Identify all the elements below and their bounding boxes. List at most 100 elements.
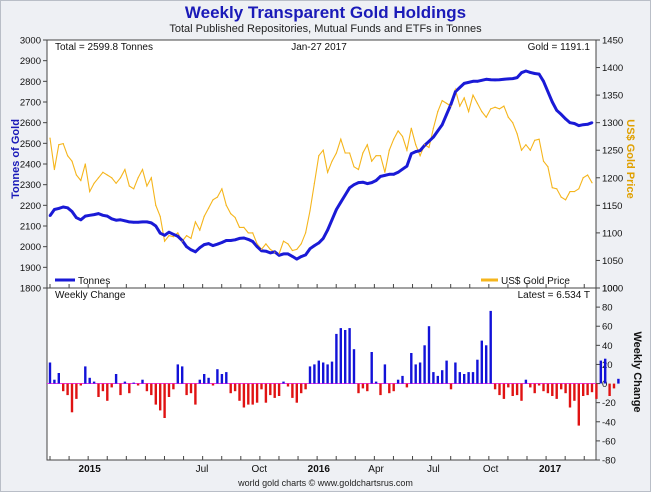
weekly-change-bar xyxy=(374,381,378,384)
tonnes-point xyxy=(401,167,404,171)
weekly-change-bar xyxy=(599,360,602,384)
chart-title: Weekly Transparent Gold Holdings xyxy=(184,3,467,22)
tonnes-point xyxy=(101,213,105,217)
chart-subtitle: Total Published Repositories, Mutual Fun… xyxy=(169,23,482,35)
tonnes-point xyxy=(321,237,325,240)
price-point xyxy=(212,199,214,201)
left-axis-tick-label: 2100 xyxy=(20,222,41,233)
change-axis-tick-label: 80 xyxy=(602,303,613,314)
weekly-change-bar xyxy=(233,383,237,392)
price-point xyxy=(454,89,456,91)
price-point xyxy=(564,199,567,201)
price-point xyxy=(349,152,351,154)
tonnes-point xyxy=(269,251,272,255)
price-point xyxy=(186,235,188,237)
tonnes-point xyxy=(92,213,96,216)
weekly-change-bar xyxy=(295,383,298,403)
change-axis-tick-label: -80 xyxy=(602,456,616,467)
weekly-change-bar xyxy=(159,383,162,411)
price-point xyxy=(322,149,324,151)
weekly-change-bar xyxy=(335,333,338,384)
weekly-change-bar xyxy=(414,364,417,384)
price-point xyxy=(428,146,430,149)
tonnes-point xyxy=(489,78,492,81)
price-point xyxy=(538,138,540,140)
weekly-change-bar xyxy=(92,381,96,384)
price-point xyxy=(512,122,514,124)
weekly-change-bar xyxy=(181,366,184,384)
weekly-change-bar xyxy=(66,383,69,396)
tonnes-point xyxy=(185,245,188,248)
weekly-change-bar xyxy=(568,383,572,408)
price-point xyxy=(384,171,386,173)
weekly-change-bar xyxy=(418,362,422,384)
tonnes-point xyxy=(555,108,559,112)
weekly-change-bar xyxy=(163,383,166,418)
weekly-change-bar xyxy=(441,370,444,384)
tonnes-point xyxy=(529,71,532,74)
tonnes-point xyxy=(150,221,153,225)
left-axis-tick-label: 2800 xyxy=(20,77,41,88)
price-point xyxy=(49,137,51,139)
weekly-change-bar xyxy=(207,377,210,384)
tonnes-point xyxy=(524,69,528,73)
tonnes-point xyxy=(114,218,118,222)
weekly-change-bar xyxy=(211,383,215,386)
x-axis-tick-label: Oct xyxy=(483,464,499,475)
weekly-change-bar xyxy=(577,383,580,426)
price-point xyxy=(366,144,368,146)
tonnes-point xyxy=(158,231,162,235)
price-point xyxy=(106,174,108,176)
legend-price-label: US$ Gold Price xyxy=(501,276,570,287)
weekly-change-bar xyxy=(101,383,105,392)
left-axis-tick-label: 2700 xyxy=(20,98,41,109)
right-axis-tick-label: 1150 xyxy=(602,201,622,212)
weekly-change-bar xyxy=(194,383,197,405)
price-point xyxy=(111,177,113,179)
tonnes-point xyxy=(132,220,136,224)
price-point xyxy=(181,240,183,242)
price-point xyxy=(481,111,483,113)
weekly-change-bar xyxy=(229,383,232,394)
price-point xyxy=(468,111,470,113)
tonnes-point xyxy=(502,77,506,81)
weekly-change-bar xyxy=(313,364,316,384)
tonnes-point xyxy=(291,255,294,258)
weekly-change-bar xyxy=(260,383,263,390)
price-point xyxy=(591,182,593,184)
tonnes-point xyxy=(255,245,259,248)
tonnes-point xyxy=(83,214,87,218)
weekly-change-bar xyxy=(198,379,201,384)
weekly-change-bar xyxy=(348,328,351,384)
price-point xyxy=(71,160,73,162)
tonnes-point xyxy=(198,246,202,249)
weekly-change-bar xyxy=(264,383,268,403)
legend-tonnes-label: Tonnes xyxy=(78,276,110,287)
tonnes-point xyxy=(251,240,254,243)
left-axis-tick-label: 2400 xyxy=(20,160,41,171)
price-point xyxy=(327,171,329,173)
change-axis-tick-label: 100 xyxy=(602,284,618,295)
chart-footer: world gold charts © www.goldchartsrus.co… xyxy=(238,478,413,488)
tonnes-point xyxy=(537,72,541,76)
tonnes-point xyxy=(577,124,581,127)
weekly-change-bar xyxy=(123,381,127,384)
weekly-change-bar xyxy=(383,364,387,384)
weekly-change-bar xyxy=(176,364,179,384)
right-axis-tick-label: 1300 xyxy=(602,118,623,129)
weekly-change-bar xyxy=(388,383,391,394)
price-point xyxy=(256,243,258,245)
tonnes-point xyxy=(48,214,52,217)
tonnes-point xyxy=(573,122,576,125)
price-point xyxy=(309,210,311,212)
price-point xyxy=(410,127,412,129)
weekly-change-bar xyxy=(573,383,576,401)
price-point xyxy=(80,179,82,182)
change-axis-tick-label: -60 xyxy=(602,436,616,447)
weekly-change-bar xyxy=(220,374,224,384)
weekly-change-bar xyxy=(84,366,87,384)
price-point xyxy=(560,196,562,198)
weekly-change-bar xyxy=(493,383,497,390)
weekly-change-bar xyxy=(330,361,334,384)
total-annotation: Total = 2599.8 Tonnes xyxy=(55,42,153,53)
